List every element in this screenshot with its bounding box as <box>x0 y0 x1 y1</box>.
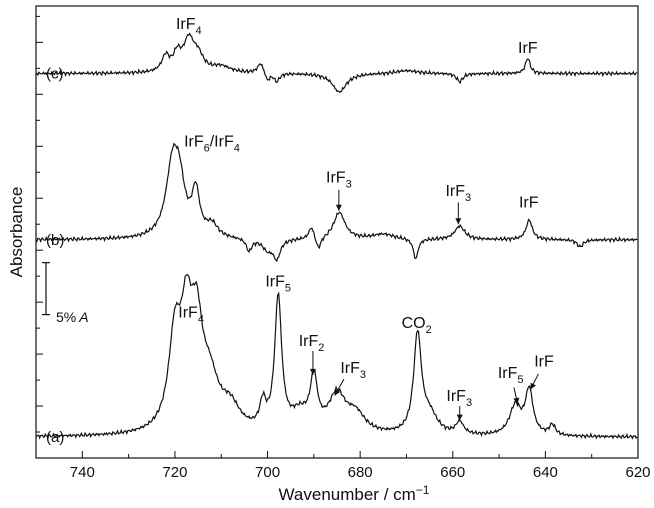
annotation-arrow-head <box>335 204 342 211</box>
annotation-b-irf3-left: IrF3 <box>326 170 352 191</box>
annotation-b-irf3-right: IrF3 <box>445 183 471 204</box>
annotation-a-irf2: IrF2 <box>299 333 325 354</box>
plot-frame <box>35 5 639 459</box>
x-tick-label: 720 <box>162 464 187 481</box>
annotation-b-irf: IrF <box>519 195 539 212</box>
annotation-a-irf5-main: IrF5 <box>265 274 291 295</box>
annotation-arrow-head <box>456 414 463 421</box>
annotation-arrow-head <box>334 388 341 396</box>
x-tick-label: 640 <box>533 464 558 481</box>
series-label: (c) <box>46 66 64 83</box>
x-tick-label: 700 <box>255 464 280 481</box>
annotation-arrow-head <box>530 382 536 390</box>
annotation-arrow-head <box>513 397 520 404</box>
annotation-b-irf6-irf4: IrF6/IrF4 <box>184 133 240 154</box>
annotation-a-irf: IrF <box>534 354 554 371</box>
spectrum-line-b <box>35 142 638 263</box>
x-tick-label: 660 <box>440 464 465 481</box>
series-label: (a) <box>46 429 64 446</box>
annotation-a-irf3-right: IrF3 <box>446 388 472 409</box>
scale-bar-label: 5% A <box>56 309 89 325</box>
series-label: (b) <box>46 232 64 249</box>
x-axis-title: Wavenumber / cm−1 <box>279 483 430 504</box>
spectra-lines: (a) (b) (c) <box>35 32 638 446</box>
x-axis-ticks: 740 720 700 680 660 640 620 <box>35 451 651 481</box>
scale-bar: 5% A <box>42 262 89 325</box>
y-axis-title: Absorbance <box>7 187 26 278</box>
x-tick-label: 680 <box>348 464 373 481</box>
x-tick-label: 620 <box>625 464 650 481</box>
annotation-c-irf: IrF <box>518 40 538 57</box>
annotation-a-irf4: IrF4 <box>178 305 204 326</box>
annotation-arrow-head <box>455 218 462 225</box>
peak-annotations: IrF4 IrF5 IrF2 IrF3 CO2 IrF3 IrF5 IrF IrF6/IrF4 I… <box>176 16 554 421</box>
annotation-a-irf5-right: IrF5 <box>498 365 524 386</box>
annotation-arrow-head <box>309 368 316 375</box>
annotation-c-irf4: IrF4 <box>176 16 202 37</box>
spectrum-line-c <box>35 32 638 94</box>
x-tick-label: 740 <box>70 464 95 481</box>
spectrum-line-a <box>35 273 638 440</box>
annotation-a-irf3-left: IrF3 <box>340 360 366 381</box>
y-axis-ticks <box>36 15 43 459</box>
annotation-a-co2: CO2 <box>402 315 432 336</box>
